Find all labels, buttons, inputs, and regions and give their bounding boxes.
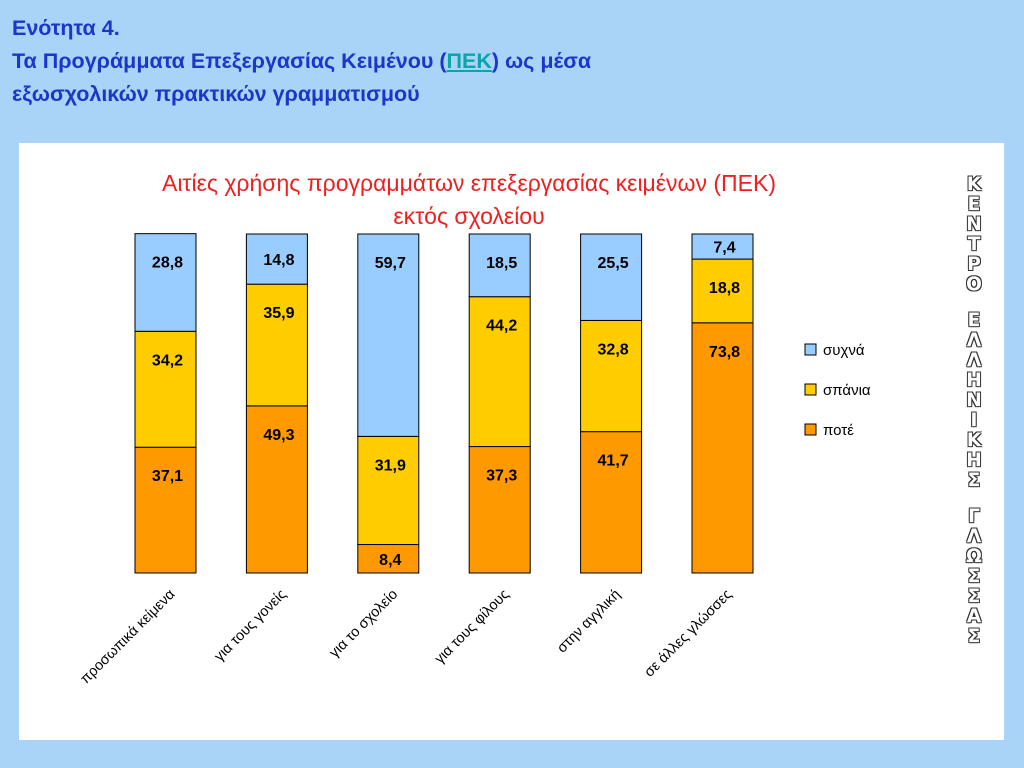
bar-segment (245, 233, 308, 285)
side-text-letter: Η (966, 370, 982, 391)
bar-segment (691, 258, 754, 324)
bar-value-label: 44,2 (486, 318, 517, 335)
legend-label: συχνά (823, 342, 865, 359)
bar-value-label: 18,8 (709, 280, 740, 297)
category-label: προσωπικά κείμενα (78, 587, 179, 688)
side-text-letter: Λ (966, 350, 982, 371)
bar-segment (691, 322, 754, 574)
bar-value-label: 34,2 (152, 352, 183, 369)
chart-title: Αιτίες χρήσης προγραμμάτων επεξεργασίας … (161, 170, 777, 229)
bar-value-label: 35,9 (263, 305, 294, 322)
side-text-letter: Σ (967, 586, 981, 607)
legend-swatch (804, 343, 817, 356)
stacked-bar-chart: 37,1 34,2 28,8 προσωπικά κείμενα 49,3 35,9 14,… (78, 233, 871, 688)
side-text-letter: Ε (967, 194, 981, 215)
bar-segment (245, 283, 308, 407)
legend-label: σπάνια (823, 382, 871, 399)
bar-segment (468, 233, 531, 298)
bar-value-label: 32,8 (598, 341, 629, 358)
bar-value-label: 7,4 (713, 240, 735, 257)
category-label: για τους φίλους (432, 587, 513, 668)
side-text-letter (971, 295, 977, 311)
legend-swatch (804, 423, 817, 436)
bar-value-label: 37,1 (152, 468, 183, 485)
bar-segment (134, 446, 197, 574)
bar-segment (468, 296, 531, 448)
bar-segment (134, 330, 197, 448)
bar-segment (357, 435, 420, 546)
bar-segment (468, 446, 531, 574)
heading-line-2: Τα Προγράμματα Επεξεργασίας Κειμένου (ΠΕ… (12, 45, 852, 78)
bar-value-label: 25,5 (598, 255, 629, 272)
bar-value-label: 31,9 (375, 457, 406, 474)
side-text-letter: Σ (967, 566, 981, 587)
heading-line-2-start: Τα Προγράμματα Επεξεργασίας Κειμένου ( (12, 49, 447, 73)
bar-segment (580, 233, 643, 321)
heading-line-2-end: ) ως μέσα (491, 49, 592, 73)
bar-value-label: 37,3 (486, 468, 517, 485)
side-text-letter: Λ (966, 526, 982, 547)
bar-segment (691, 233, 754, 260)
side-text-letter: Ε (967, 310, 981, 331)
side-text-letter: Κ (966, 174, 982, 195)
bar-value-label: 18,5 (486, 255, 517, 272)
side-text-letter: Κ (966, 430, 982, 451)
slide-heading: Ενότητα 4. Τα Προγράμματα Επεξεργασίας Κ… (12, 12, 852, 111)
side-text-letter: Σ (967, 470, 981, 491)
side-text-letter: Ρ (967, 254, 981, 275)
category-label: σε άλλες γλώσσες (641, 587, 735, 681)
side-text-letter: Η (966, 450, 982, 471)
bar-value-label: 41,7 (598, 453, 629, 470)
heading-abbreviation-link[interactable]: ΠΕΚ (446, 49, 492, 73)
bar-segment (134, 233, 197, 332)
side-text-letter: Σ (967, 626, 981, 647)
side-text-letter: Α (966, 606, 982, 627)
side-text-letter: Ο (966, 274, 982, 295)
bar-segment (245, 405, 308, 574)
bar-value-label: 28,8 (152, 255, 183, 272)
side-text-letter: Ν (966, 390, 982, 411)
category-label: για τους γονείς (211, 587, 289, 665)
bar-value-label: 14,8 (263, 252, 294, 269)
bar-value-label: 59,7 (375, 255, 406, 272)
side-text-letter: Τ (967, 234, 981, 255)
bar-segment (580, 319, 643, 433)
category-label: στην αγγλική (554, 587, 624, 657)
side-text-letter (971, 491, 977, 507)
bar-segment (357, 233, 420, 437)
side-text-letter: Γ (968, 506, 980, 527)
bar-value-label: 73,8 (709, 344, 740, 361)
bar-value-label: 49,3 (263, 427, 294, 444)
side-text-letter: Ν (966, 214, 982, 235)
side-text-letter: Ι (970, 410, 978, 431)
category-label: για το σχολείο (327, 587, 402, 662)
legend-swatch (804, 383, 817, 396)
side-text-letter: Ω (966, 546, 982, 567)
chart-panel: 37,1 34,2 28,8 προσωπικά κείμενα 49,3 35,9 14,… (19, 143, 1004, 740)
bar-segment (580, 431, 643, 574)
heading-line-3: εξωσχολικών πρακτικών γραμματισμού (12, 82, 420, 106)
side-text-letter: Λ (966, 330, 982, 351)
bar-value-label: 8,4 (379, 552, 401, 569)
legend-label: ποτέ (823, 422, 854, 439)
heading-line-1: Ενότητα 4. (12, 16, 120, 40)
